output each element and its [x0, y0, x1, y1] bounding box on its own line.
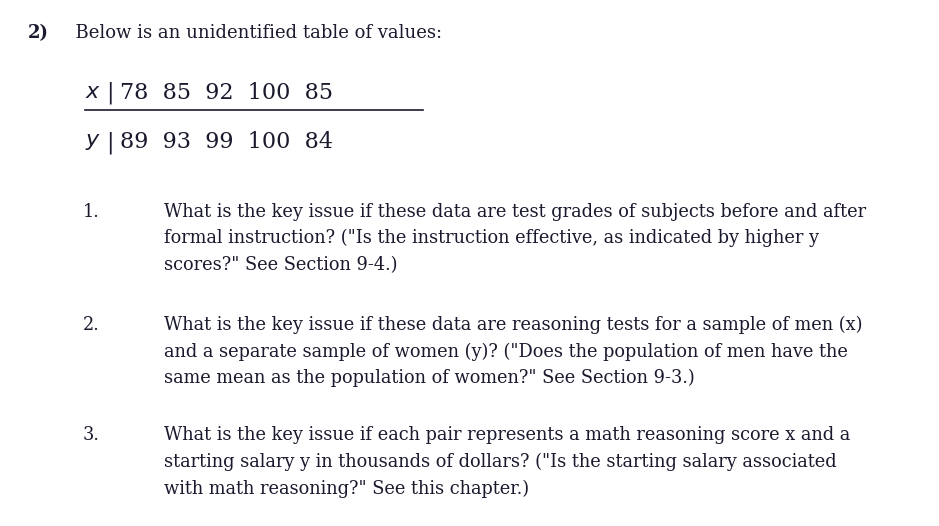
Text: Below is an unidentified table of values:: Below is an unidentified table of values… — [64, 24, 442, 42]
Text: |: | — [106, 82, 114, 104]
Text: What is the key issue if each pair represents a math reasoning score x and a
sta: What is the key issue if each pair repre… — [164, 426, 851, 498]
Text: |: | — [106, 132, 114, 154]
Text: 3.: 3. — [83, 426, 100, 444]
Text: $x$: $x$ — [85, 82, 100, 102]
Text: 89  93  99  100  84: 89 93 99 100 84 — [120, 132, 333, 154]
Text: 2.: 2. — [83, 316, 100, 333]
Text: What is the key issue if these data are test grades of subjects before and after: What is the key issue if these data are … — [164, 203, 867, 274]
Text: 1.: 1. — [83, 203, 100, 220]
Text: What is the key issue if these data are reasoning tests for a sample of men (x)
: What is the key issue if these data are … — [164, 316, 863, 388]
Text: $y$: $y$ — [85, 132, 100, 151]
Text: 78  85  92  100  85: 78 85 92 100 85 — [120, 82, 333, 104]
Text: 2): 2) — [28, 24, 49, 42]
